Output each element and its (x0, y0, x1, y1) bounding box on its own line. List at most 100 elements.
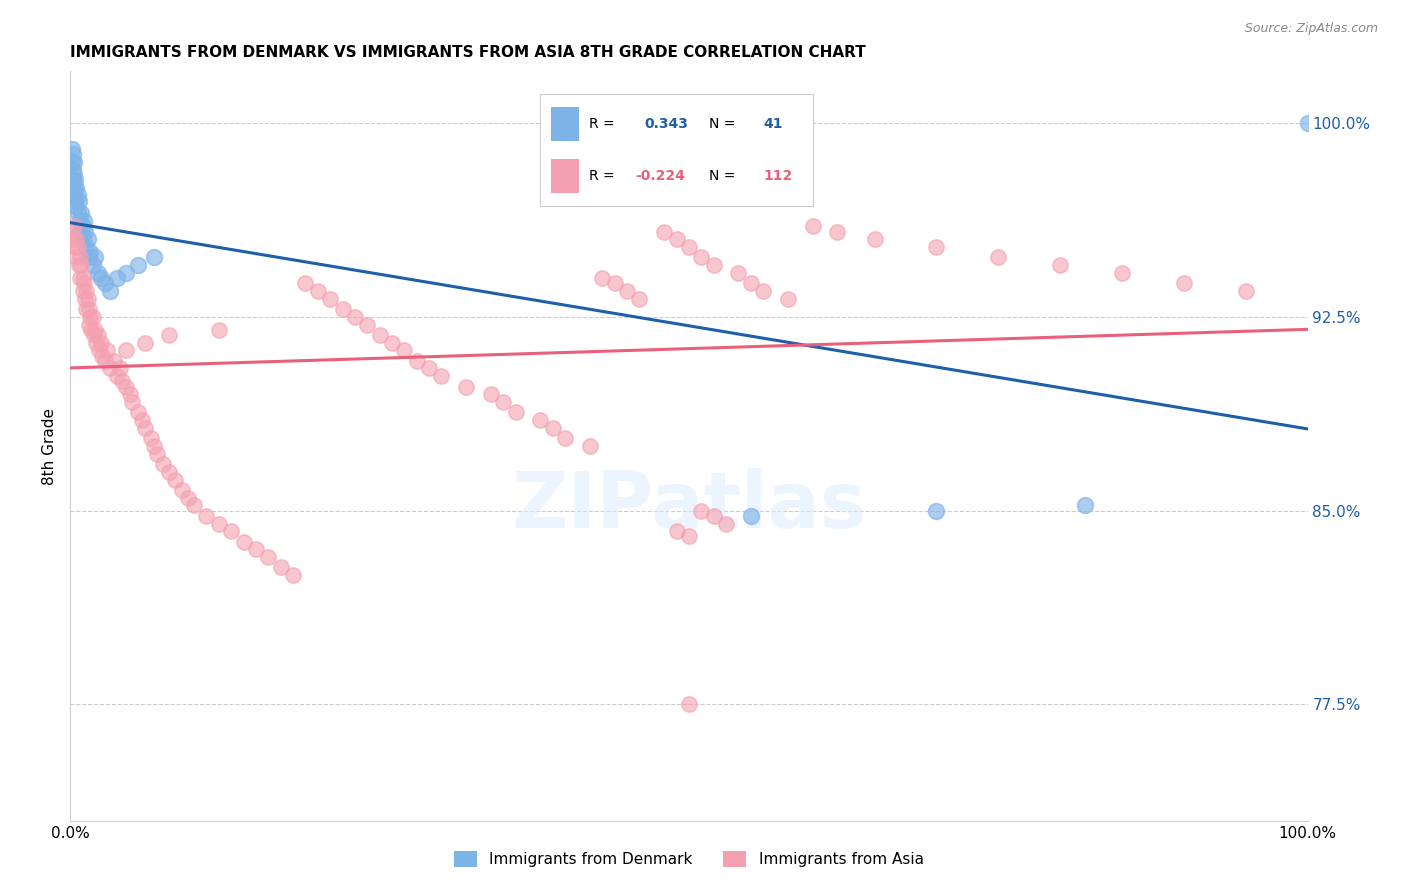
Point (79, 310, 101, 324)
Point (925, 503, 948, 517)
Point (394, 343, 416, 358)
Point (67, 258, 90, 272)
Point (591, 271, 613, 285)
Point (86, 266, 108, 280)
Point (281, 568, 304, 582)
Point (131, 413, 153, 427)
Point (63, 219, 86, 234)
Point (90, 335, 112, 350)
Point (195, 508, 218, 523)
Point (665, 232, 688, 246)
Point (69, 271, 91, 285)
Legend: Immigrants from Denmark, Immigrants from Asia: Immigrants from Denmark, Immigrants from… (449, 845, 929, 873)
Point (77, 251, 100, 265)
Point (82, 310, 104, 324)
Point (1234, 284, 1257, 298)
Point (690, 251, 713, 265)
Point (66, 206, 89, 220)
Point (134, 421, 156, 435)
Point (72, 271, 94, 285)
Point (152, 457, 174, 471)
Point (356, 318, 378, 332)
Text: ZIPatlas: ZIPatlas (512, 468, 866, 544)
Point (703, 508, 725, 523)
Point (83, 327, 105, 342)
Point (111, 375, 134, 389)
Point (652, 225, 675, 239)
Point (84, 323, 107, 337)
Point (77, 301, 100, 316)
Point (65, 240, 87, 254)
Point (157, 327, 180, 342)
Point (925, 240, 948, 254)
Point (76, 292, 98, 306)
Point (987, 251, 1010, 265)
Point (143, 439, 166, 453)
Point (75, 284, 97, 298)
Point (115, 379, 138, 393)
Point (616, 284, 638, 298)
Point (146, 447, 169, 461)
Point (115, 266, 138, 280)
Point (165, 473, 187, 487)
Point (82, 258, 104, 272)
Point (456, 379, 478, 393)
Point (63, 188, 86, 202)
Point (65, 173, 87, 187)
Point (98, 284, 121, 298)
Point (70, 258, 93, 272)
Point (65, 180, 87, 194)
Point (80, 323, 103, 337)
Point (108, 361, 131, 376)
Point (727, 266, 749, 280)
Point (714, 516, 737, 531)
Point (603, 277, 626, 291)
Point (801, 219, 824, 234)
Point (67, 194, 90, 208)
Point (77, 318, 100, 332)
Point (1111, 266, 1133, 280)
Point (62, 147, 84, 161)
Point (84, 251, 107, 265)
Point (94, 353, 117, 368)
Point (827, 225, 849, 239)
Point (343, 310, 366, 324)
Point (219, 524, 242, 539)
Point (541, 421, 564, 435)
Point (91, 349, 114, 363)
Point (84, 335, 107, 350)
Point (73, 277, 96, 291)
Point (60, 154, 83, 169)
Point (98, 361, 121, 376)
Point (69, 251, 91, 265)
Point (177, 491, 200, 505)
Point (65, 232, 87, 246)
Point (60, 142, 83, 156)
Point (103, 353, 125, 368)
Point (703, 258, 725, 272)
Point (75, 292, 97, 306)
Point (678, 698, 700, 712)
Y-axis label: 8th Grade: 8th Grade (42, 408, 58, 484)
Point (70, 206, 93, 220)
Point (72, 232, 94, 246)
Point (75, 225, 97, 239)
Point (1074, 499, 1097, 513)
Point (690, 503, 713, 517)
Point (127, 258, 149, 272)
Point (505, 405, 527, 419)
Point (170, 483, 193, 497)
Text: IMMIGRANTS FROM DENMARK VS IMMIGRANTS FROM ASIA 8TH GRADE CORRELATION CHART: IMMIGRANTS FROM DENMARK VS IMMIGRANTS FR… (70, 45, 866, 61)
Point (62, 232, 84, 246)
Point (554, 431, 576, 445)
Point (270, 560, 292, 574)
Point (96, 343, 118, 358)
Point (319, 292, 342, 306)
Point (69, 214, 91, 228)
Point (75, 240, 97, 254)
Point (65, 194, 87, 208)
Point (76, 232, 98, 246)
Point (678, 240, 700, 254)
Point (143, 251, 166, 265)
Point (628, 292, 651, 306)
